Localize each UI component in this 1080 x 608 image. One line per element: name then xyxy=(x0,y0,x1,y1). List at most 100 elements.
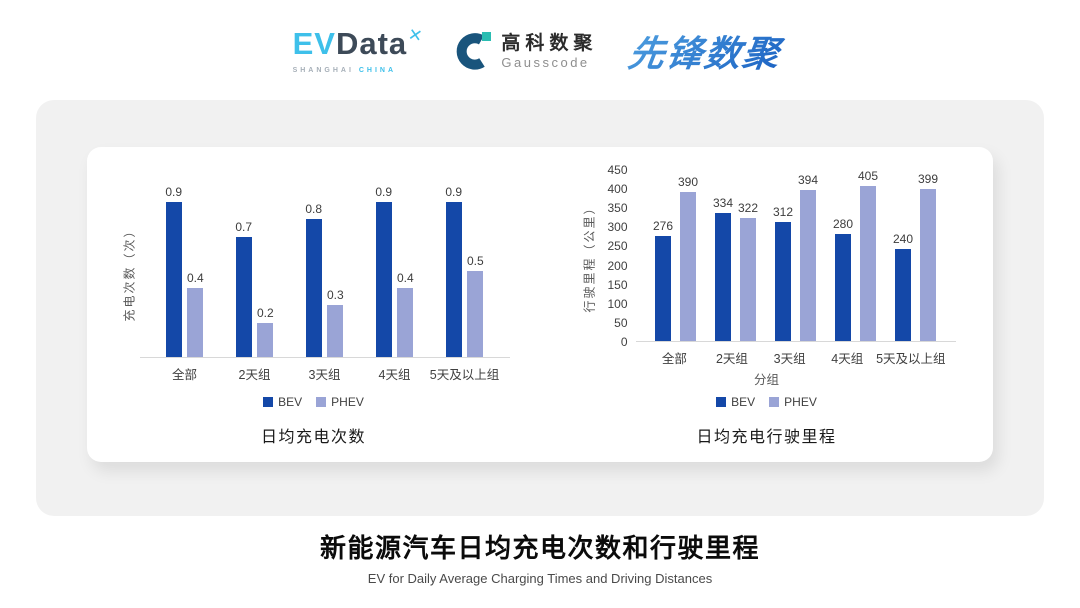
bar-group: 0.9 0.5 xyxy=(430,186,500,357)
bar-value-label: 0.9 xyxy=(375,185,392,200)
category-label: 5天及以上组 xyxy=(429,368,500,382)
bar-bev-2天组 xyxy=(714,213,731,341)
category-label: 3天组 xyxy=(308,368,341,382)
bar-value-label: 0.9 xyxy=(445,185,462,200)
categories-row: 全部 2天组 3天组 4天组 5天及以上组 xyxy=(636,342,956,367)
bar-unit: 334 xyxy=(713,197,733,341)
legend-item-bev: BEV xyxy=(263,395,302,409)
bar-value-label: 276 xyxy=(652,218,673,233)
bar-phev-2天组 xyxy=(740,217,757,341)
bar-bev-2天组 xyxy=(235,236,252,357)
evdata-data-text: Data xyxy=(335,26,408,61)
legend-label: BEV xyxy=(278,395,303,409)
legend-item-phev: PHEV xyxy=(769,395,817,409)
bar-unit: 390 xyxy=(678,175,698,341)
y-tick-label: 100 xyxy=(607,296,628,311)
bar-bev-5天及以上组 xyxy=(445,202,462,357)
bar-unit: 0.7 xyxy=(235,219,252,357)
bar-group: 0.9 0.4 xyxy=(360,186,430,357)
bar-unit: 405 xyxy=(858,170,878,341)
chart-daily-charging-times: 充电次数（次） 0.9 0.4 0.7 0.2 0.8 0.3 0.9 0.4 0.9 0.5 全… xyxy=(87,147,540,462)
legend-swatch-bev xyxy=(716,397,727,407)
bar-value-label: 0.2 xyxy=(257,305,274,320)
chart-plot-area: 行驶里程（公里） 0 50 100 150 200 250 300 350 400 450 276… xyxy=(578,147,956,367)
legend-label: BEV xyxy=(731,395,756,409)
pioneer-logo: 先锋数聚 xyxy=(626,25,791,77)
chart-title: 日均充电行驶里程 xyxy=(696,429,837,446)
bar-value-label: 399 xyxy=(918,171,939,186)
y-axis-title-text: 行驶里程（公里） xyxy=(582,199,597,313)
bar-phev-2天组 xyxy=(257,322,274,357)
legend-item-phev: PHEV xyxy=(316,395,364,409)
chart-plot-area: 充电次数（次） 0.9 0.4 0.7 0.2 0.8 0.3 0.9 0.4 0.9 0.5 全… xyxy=(118,147,510,383)
bar-unit: 0.3 xyxy=(327,289,344,357)
category-label: 2天组 xyxy=(715,352,748,366)
bar-group: 334 322 xyxy=(706,197,766,341)
categories-row: 全部 2天组 3天组 4天组 5天及以上组 xyxy=(140,358,510,383)
bar-phev-3天组 xyxy=(800,190,817,341)
bar-bev-全部 xyxy=(165,202,182,357)
chart-daily-driving-distance: 行驶里程（公里） 0 50 100 150 200 250 300 350 400 450 276… xyxy=(540,147,993,462)
bar-value-label: 240 xyxy=(892,232,913,247)
category-label: 4天组 xyxy=(831,352,864,366)
bar-unit: 0.2 xyxy=(257,305,274,357)
y-tick-label: 200 xyxy=(607,258,628,273)
y-tick-label: 0 xyxy=(620,335,628,349)
y-tick-label: 150 xyxy=(607,277,628,292)
y-tick-label: 300 xyxy=(607,220,628,235)
bar-unit: 394 xyxy=(798,174,818,341)
x-axis-title: 分组 xyxy=(753,373,779,387)
bar-unit: 0.4 xyxy=(397,272,414,357)
bar-bev-4天组 xyxy=(375,202,392,357)
category-label: 3天组 xyxy=(773,352,806,366)
bar-value-label: 0.3 xyxy=(327,288,344,303)
bar-value-label: 394 xyxy=(798,173,819,188)
bar-unit: 0.5 xyxy=(467,255,484,357)
bar-phev-5天及以上组 xyxy=(920,188,937,341)
bar-phev-全部 xyxy=(680,191,697,341)
logo-bar: EVData✕ SHANGHAI CHINA 高科数聚 Gausscode 先锋… xyxy=(0,20,1080,82)
bar-unit: 0.9 xyxy=(165,186,182,357)
bar-unit: 0.4 xyxy=(187,272,204,357)
y-tick-label: 250 xyxy=(607,239,628,254)
bar-unit: 0.9 xyxy=(375,186,392,357)
caption: 新能源汽车日均充电次数和行驶里程 EV for Daily Average Ch… xyxy=(0,528,1080,586)
bar-bev-全部 xyxy=(654,235,671,341)
bar-value-label: 0.7 xyxy=(235,219,252,234)
bar-value-label: 322 xyxy=(738,200,759,215)
bar-group: 0.9 0.4 xyxy=(150,186,220,357)
bar-phev-3天组 xyxy=(327,305,344,357)
gausscode-cn-text: 高科数聚 xyxy=(501,32,598,54)
bar-unit: 276 xyxy=(652,218,673,341)
y-tick-label: 400 xyxy=(607,182,628,197)
bar-unit: 312 xyxy=(772,204,793,341)
bar-unit: 0.9 xyxy=(445,186,462,357)
bars-zone: 276 390 334 322 312 394 280 405 240 399 全部 2天组 3天组 4… xyxy=(635,170,956,367)
bar-group: 240 399 xyxy=(886,171,946,341)
bar-phev-4天组 xyxy=(397,288,414,357)
bar-phev-4天组 xyxy=(860,186,877,341)
evdata-star-icon: ✕ xyxy=(406,24,426,47)
bar-phev-5天及以上组 xyxy=(467,271,484,357)
bar-value-label: 405 xyxy=(858,169,879,184)
bar-phev-全部 xyxy=(187,288,204,357)
chart-panel: 充电次数（次） 0.9 0.4 0.7 0.2 0.8 0.3 0.9 0.4 0.9 0.5 全… xyxy=(36,100,1044,516)
bar-value-label: 312 xyxy=(772,204,793,219)
legend-swatch-phev xyxy=(769,397,780,407)
y-axis-title: 充电次数（次） xyxy=(118,186,140,358)
bars-row: 276 390 334 322 312 394 280 405 240 399 xyxy=(635,170,956,342)
category-label: 全部 xyxy=(171,368,197,382)
evdata-wordmark: EVData✕ xyxy=(292,25,425,65)
y-tick-label: 50 xyxy=(614,315,628,330)
evdata-subtext: SHANGHAI CHINA xyxy=(293,67,396,74)
subtitle: EV for Daily Average Charging Times and … xyxy=(367,571,713,586)
category-label: 5天及以上组 xyxy=(876,352,946,366)
bars-zone: 0.9 0.4 0.7 0.2 0.8 0.3 0.9 0.4 0.9 0.5 全部 2天组 3天组 4… xyxy=(139,186,510,383)
legend-swatch-phev xyxy=(316,397,327,407)
evdata-ev-text: EV xyxy=(292,26,336,61)
y-tick-label: 350 xyxy=(607,201,628,216)
bar-group: 276 390 xyxy=(646,175,706,341)
bar-bev-4天组 xyxy=(834,233,851,341)
evdata-logo: EVData✕ SHANGHAI CHINA xyxy=(292,25,425,74)
